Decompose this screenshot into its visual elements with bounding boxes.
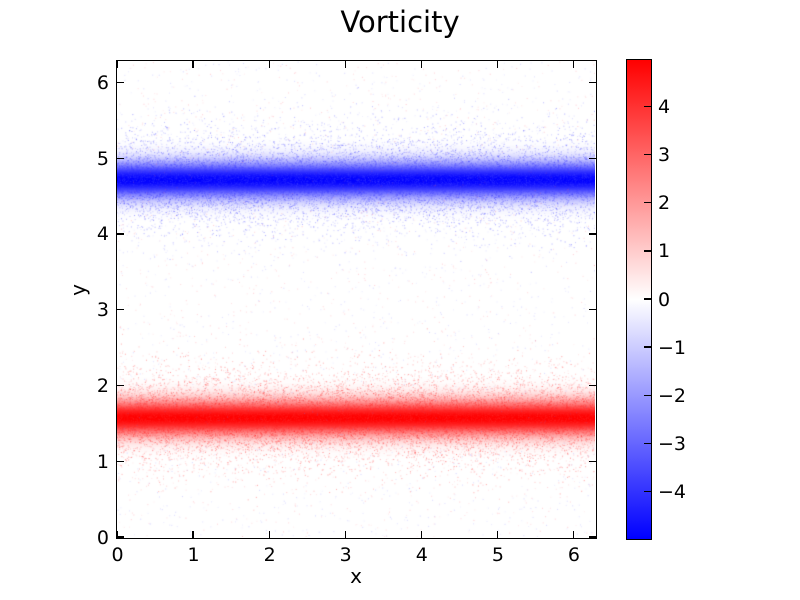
colorbar-tick [644,154,651,156]
y-tick [117,460,124,462]
y-tick-right [589,233,596,235]
y-tick-label: 3 [96,299,109,322]
y-tick-right [589,309,596,311]
x-tick-label: 1 [187,544,200,566]
y-axis-label: y [66,284,90,296]
x-tick [496,531,499,538]
colorbar-tick [644,202,651,204]
y-tick [117,157,124,159]
colorbar-tick-label: −2 [658,384,687,407]
y-tick [117,384,124,387]
colorbar [626,59,652,540]
x-tick-top [420,61,422,68]
x-tick-top [572,61,575,68]
x-tick-label: 0 [111,544,124,566]
x-tick [572,531,575,538]
colorbar-tick-label: −1 [658,336,687,359]
y-tick-right [589,157,596,159]
colorbar-tick [644,105,651,108]
y-tick-label: 0 [96,526,109,549]
colorbar-tick [644,394,651,396]
colorbar-tick-label: 0 [658,288,671,311]
x-axis-label: x [350,564,362,588]
x-tick [192,531,194,538]
y-tick-right [589,384,596,387]
x-tick-top [496,61,499,68]
y-tick-label: 2 [96,374,109,397]
x-tick-label: 3 [339,544,352,566]
colorbar-tick-label: 4 [658,96,671,119]
y-tick-right [589,81,596,84]
plot-title: Vorticity [340,5,460,39]
x-tick [420,531,422,538]
x-tick-label: 5 [491,544,504,566]
colorbar-tick [644,346,651,348]
colorbar-tick-label: 2 [658,192,671,215]
x-tick [116,531,118,538]
x-tick-top [268,61,270,68]
colorbar-tick [644,298,651,300]
x-tick [268,531,270,538]
x-tick-top [344,61,346,68]
plot-area [116,60,597,539]
y-tick-label: 5 [96,147,109,170]
x-tick [344,531,346,538]
y-tick-right [589,536,596,538]
y-tick-label: 1 [96,450,109,473]
colorbar-tick-label: 3 [658,144,671,167]
x-tick-top [192,61,194,68]
y-tick [117,536,124,538]
y-tick-right [589,460,596,462]
colorbar-tick [644,490,651,492]
colorbar-tick-label: −3 [658,432,687,455]
colorbar-tick [644,442,651,444]
heatmap-canvas [117,61,595,537]
y-tick-label: 4 [96,223,109,246]
colorbar-tick-label: −4 [658,480,687,503]
colorbar-tick-label: 1 [658,240,671,263]
x-tick-top [116,61,118,68]
x-tick-label: 2 [263,544,276,566]
x-tick-label: 6 [567,544,580,566]
x-tick-label: 4 [415,544,428,566]
y-tick [117,309,124,311]
y-tick [117,81,124,84]
colorbar-tick [644,250,651,252]
y-tick-label: 6 [96,71,109,94]
y-tick [117,233,124,235]
